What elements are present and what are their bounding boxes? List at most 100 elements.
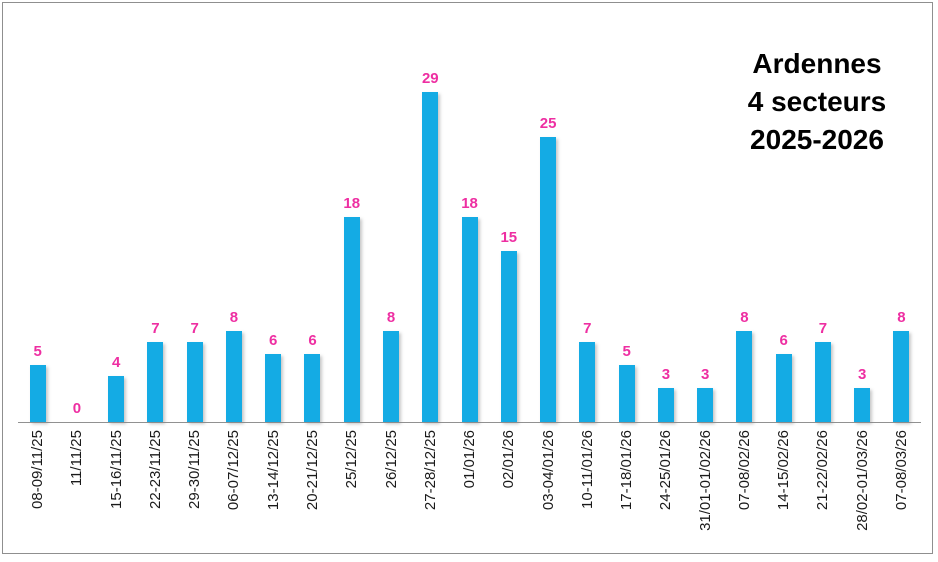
x-tick-cell: 17-18/01/26 — [607, 423, 646, 531]
x-tick-cell: 31/01-01/02/26 — [686, 423, 725, 531]
x-tick-cell: 27-28/12/25 — [411, 423, 450, 531]
x-tick-label: 29-30/11/25 — [186, 430, 204, 509]
x-tick-cell: 02/01/26 — [489, 423, 528, 531]
bar-column: 7 — [568, 12, 607, 422]
x-tick-cell: 28/02-01/03/26 — [843, 423, 882, 531]
bar — [422, 92, 439, 422]
x-tick-label: 27-28/12/25 — [421, 430, 439, 511]
x-tick-label: 03-04/01/26 — [539, 430, 557, 511]
x-tick-label: 31/01-01/02/26 — [696, 430, 714, 531]
x-tick-label: 07-08/03/26 — [892, 430, 910, 511]
x-tick-label: 17-18/01/26 — [618, 430, 636, 511]
bar-column: 8 — [882, 12, 921, 422]
bar-column: 15 — [489, 12, 528, 422]
x-tick-cell: 21-22/02/26 — [803, 423, 842, 531]
value-label: 6 — [269, 332, 278, 349]
value-label: 25 — [539, 115, 557, 132]
x-tick-label: 02/01/26 — [500, 430, 518, 489]
x-tick-cell: 01/01/26 — [450, 423, 489, 531]
bar-column: 8 — [371, 12, 410, 422]
chart-title-line-2: 4 secteurs — [747, 86, 887, 117]
value-label: 7 — [583, 320, 592, 337]
value-label: 7 — [818, 320, 828, 337]
bar — [736, 331, 753, 422]
value-label: 3 — [700, 366, 710, 383]
x-tick-label: 15-16/11/25 — [107, 430, 125, 509]
bar-column: 7 — [803, 12, 842, 422]
bar-column: 29 — [411, 12, 450, 422]
bar — [540, 137, 557, 422]
bar-column: 8 — [214, 12, 253, 422]
x-tick-cell: 08-09/11/25 — [18, 423, 57, 531]
value-label: 5 — [33, 343, 42, 360]
value-label: 7 — [190, 320, 199, 337]
bar-column: 18 — [332, 12, 371, 422]
bar-column: 25 — [528, 12, 567, 422]
bar — [775, 354, 792, 422]
bar — [461, 217, 478, 422]
x-tick-cell: 20-21/12/25 — [293, 423, 332, 531]
bar — [697, 388, 714, 422]
value-label: 18 — [343, 195, 361, 212]
value-label: 8 — [386, 309, 396, 326]
bar — [29, 365, 46, 422]
x-tick-cell: 14-15/02/26 — [764, 423, 803, 531]
bar — [147, 342, 164, 422]
bar-column: 4 — [97, 12, 136, 422]
bar-column: 6 — [764, 12, 803, 422]
x-tick-label: 08-09/11/25 — [29, 430, 47, 509]
x-tick-label: 14-15/02/26 — [775, 430, 793, 511]
bar-column: 7 — [136, 12, 175, 422]
x-tick-label: 01/01/26 — [461, 430, 479, 489]
bar-column: 18 — [450, 12, 489, 422]
bar — [854, 388, 871, 422]
value-label: 29 — [421, 70, 439, 87]
bar-column: 3 — [843, 12, 882, 422]
x-tick-cell: 13-14/12/25 — [254, 423, 293, 531]
x-tick-cell: 03-04/01/26 — [528, 423, 567, 531]
value-label: 8 — [740, 309, 749, 326]
plot-area: 5 0 4 7 7 8 6 6 18 8 29 18 15 25 7 5 3 3 8 6 7 3 8 — [18, 12, 921, 423]
chart-frame: Ardennes 4 secteurs 2025-2026 5 0 4 7 7 8 6 6 18… — [2, 2, 933, 554]
value-label: 3 — [661, 366, 671, 383]
x-tick-label: 13-14/12/25 — [264, 430, 282, 511]
x-tick-cell: 29-30/11/25 — [175, 423, 214, 531]
value-label: 6 — [308, 332, 317, 349]
value-label: 8 — [897, 309, 906, 326]
chart-title-line-1: Ardennes — [752, 48, 882, 79]
bar — [500, 251, 517, 422]
x-tick-label: 24-25/01/26 — [657, 430, 675, 511]
value-label: 6 — [779, 332, 788, 349]
chart-title: Ardennes 4 secteurs 2025-2026 — [717, 45, 917, 159]
value-label: 5 — [622, 343, 631, 360]
x-tick-cell: 10-11/01/26 — [568, 423, 607, 531]
bar-column: 6 — [254, 12, 293, 422]
x-tick-cell: 11/11/25 — [57, 423, 96, 531]
bar-column: 8 — [725, 12, 764, 422]
bar — [108, 376, 125, 422]
x-tick-cell: 22-23/11/25 — [136, 423, 175, 531]
x-tick-label: 10-11/01/26 — [578, 430, 596, 509]
bar — [814, 342, 831, 422]
x-tick-label: 21-22/02/26 — [814, 430, 832, 511]
bar — [265, 354, 282, 422]
bar — [186, 342, 203, 422]
bar-column: 3 — [646, 12, 685, 422]
bar-column: 3 — [686, 12, 725, 422]
bar-column: 5 — [607, 12, 646, 422]
bar — [225, 331, 242, 422]
x-tick-cell: 06-07/12/25 — [214, 423, 253, 531]
bar — [343, 217, 360, 422]
bar-column: 5 — [18, 12, 57, 422]
x-tick-cell: 25/12/25 — [332, 423, 371, 531]
x-tick-cell: 15-16/11/25 — [97, 423, 136, 531]
bar-column: 6 — [293, 12, 332, 422]
value-label: 18 — [461, 195, 478, 212]
x-tick-cell: 07-08/03/26 — [882, 423, 921, 531]
chart-title-line-3: 2025-2026 — [750, 124, 884, 155]
value-label: 8 — [229, 309, 239, 326]
value-label: 0 — [72, 400, 82, 417]
x-tick-label: 11/11/25 — [68, 430, 86, 487]
x-tick-label: 07-08/02/26 — [735, 430, 753, 511]
x-tick-label: 25/12/25 — [343, 430, 361, 489]
